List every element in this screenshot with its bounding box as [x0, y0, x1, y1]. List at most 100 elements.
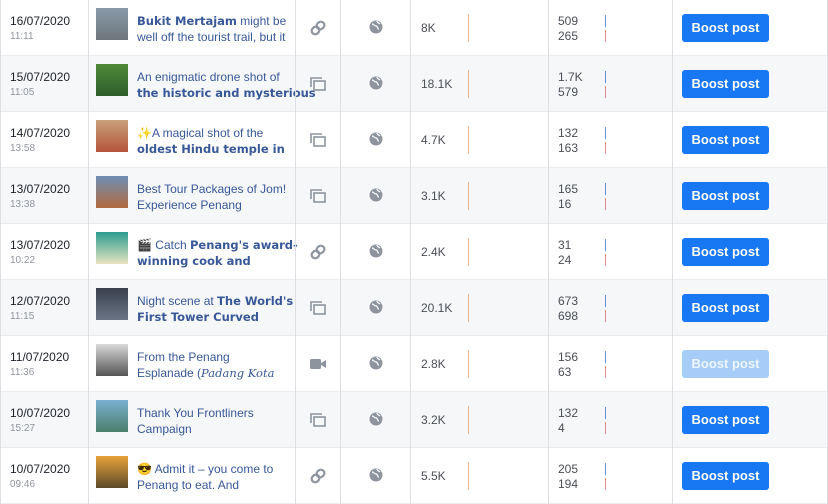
text-segment: Thank You Frontliners	[137, 406, 254, 420]
reach-bar	[468, 14, 469, 42]
engagement: 194	[558, 477, 579, 491]
post-row: 10/07/2020 15:27 Thank You Frontliners Camp…	[0, 392, 828, 448]
post-date: 13/07/2020	[10, 238, 71, 252]
text-segment: Night scene at	[137, 294, 218, 308]
boost-post-button[interactable]: Boost post	[682, 182, 769, 210]
post-text-line: Best Tour Packages of Jom!	[137, 181, 286, 197]
engagement: 205	[558, 462, 579, 476]
thumbnail	[96, 400, 128, 432]
post-text-line: From the Penang	[137, 349, 230, 365]
thumbnail	[96, 456, 128, 488]
link-icon	[310, 468, 326, 484]
boost-post-button[interactable]: Boost post	[682, 238, 769, 266]
post-text-line: the historic and mysterious	[137, 85, 316, 101]
engagement-bar	[605, 86, 606, 98]
thumbnail	[96, 232, 128, 264]
post-text-line: oldest Hindu temple in	[137, 141, 285, 157]
post-date: 13/07/2020	[10, 182, 71, 196]
album-icon	[310, 189, 326, 203]
post-time: 11:15	[10, 311, 35, 322]
post-row: 13/07/2020 10:22 🎬 Catch Penang's award-wi…	[0, 224, 828, 280]
engagement: 165	[558, 182, 579, 196]
post-text-line: An enigmatic drone shot of	[137, 69, 280, 85]
engagement: 31	[558, 238, 572, 252]
engagement-bar	[605, 351, 606, 363]
globe-icon	[369, 356, 383, 370]
boost-post-button[interactable]: Boost post	[682, 294, 769, 322]
reach: 20.1K	[421, 301, 453, 315]
column-divider	[672, 0, 673, 504]
post-row: 16/07/2020 11:11 Bukit Mertajam might be we…	[0, 0, 828, 56]
post-row: 10/07/2020 09:46 😎 Admit it – you come to P…	[0, 448, 828, 504]
engagement-bar	[605, 30, 606, 42]
boost-post-button[interactable]: Boost post	[682, 462, 769, 490]
album-icon	[310, 133, 326, 147]
engagement: 265	[558, 29, 579, 43]
engagement-bar	[605, 142, 606, 154]
globe-icon	[369, 244, 383, 258]
engagement: 579	[558, 85, 579, 99]
engagement: 1.7K	[558, 70, 583, 84]
post-text-line: well off the tourist trail, but it	[137, 29, 286, 45]
post-text-line: ✨A magical shot of the	[137, 125, 263, 141]
post-time: 09:46	[10, 479, 36, 490]
post-row: 15/07/2020 11:05 An enigmatic drone shot o…	[0, 56, 828, 112]
text-segment: winning cook and	[137, 254, 251, 268]
engagement-bar	[605, 422, 606, 434]
engagement-bar	[605, 71, 606, 83]
post-row: 11/07/2020 11:36 From the Penang Esplanade …	[0, 336, 828, 392]
reach-bar	[468, 126, 469, 154]
post-date: 16/07/2020	[10, 14, 71, 28]
text-segment: The World's	[217, 294, 294, 308]
boost-post-button[interactable]: Boost post	[682, 126, 769, 154]
reach-bar	[468, 182, 469, 210]
boost-post-button[interactable]: Boost post	[682, 14, 769, 42]
text-segment: Penang to eat. And	[137, 478, 240, 492]
post-row: 14/07/2020 13:58 ✨A magical shot of the old…	[0, 112, 828, 168]
post-time: 10:22	[10, 255, 36, 266]
text-segment: 🎬 Catch	[137, 238, 190, 252]
engagement-bar	[605, 239, 606, 251]
text-segment: Penang's award-	[189, 238, 298, 252]
reach: 3.2K	[421, 413, 446, 427]
post-row: 13/07/2020 13:38 Best Tour Packages of Jom…	[0, 168, 828, 224]
column-divider	[88, 0, 89, 504]
engagement: 673	[558, 294, 579, 308]
text-segment: Bukit Mertajam	[137, 14, 237, 28]
text-segment: Experience Penang	[137, 198, 242, 212]
text-segment: Esplanade (	[137, 366, 202, 380]
reach-bar	[468, 462, 469, 490]
boost-post-button[interactable]: Boost post	[682, 406, 769, 434]
post-date: 10/07/2020	[10, 406, 71, 420]
boost-post-button[interactable]: Boost post	[682, 70, 769, 98]
engagement: 132	[558, 126, 579, 140]
engagement: 509	[558, 14, 579, 28]
album-icon	[310, 77, 326, 91]
text-segment: 😎 Admit it – you come to	[137, 462, 274, 476]
thumbnail	[96, 64, 128, 96]
post-time: 13:58	[10, 143, 36, 154]
text-segment: Best Tour Packages of Jom!	[137, 182, 287, 196]
reach: 4.7K	[421, 133, 446, 147]
text-segment: From the Penang	[137, 350, 230, 364]
engagement-bar	[605, 198, 606, 210]
post-text-line: Campaign	[137, 421, 192, 437]
thumbnail	[96, 176, 128, 208]
text-segment: oldest Hindu temple in	[137, 142, 285, 156]
post-time: 13:38	[10, 199, 36, 210]
engagement: 156	[558, 350, 579, 364]
post-text-line: First Tower Curved	[137, 309, 259, 325]
link-icon	[310, 244, 326, 260]
engagement-bar	[605, 478, 606, 490]
engagement-bar	[605, 295, 606, 307]
reach-bar	[468, 70, 469, 98]
engagement: 24	[558, 253, 572, 267]
engagement-bar	[605, 407, 606, 419]
globe-icon	[369, 132, 383, 146]
engagement-bar	[605, 310, 606, 322]
column-divider	[0, 0, 1, 504]
post-text-line: Night scene at The World's	[137, 293, 293, 309]
post-time: 11:05	[10, 87, 35, 98]
post-date: 12/07/2020	[10, 294, 71, 308]
